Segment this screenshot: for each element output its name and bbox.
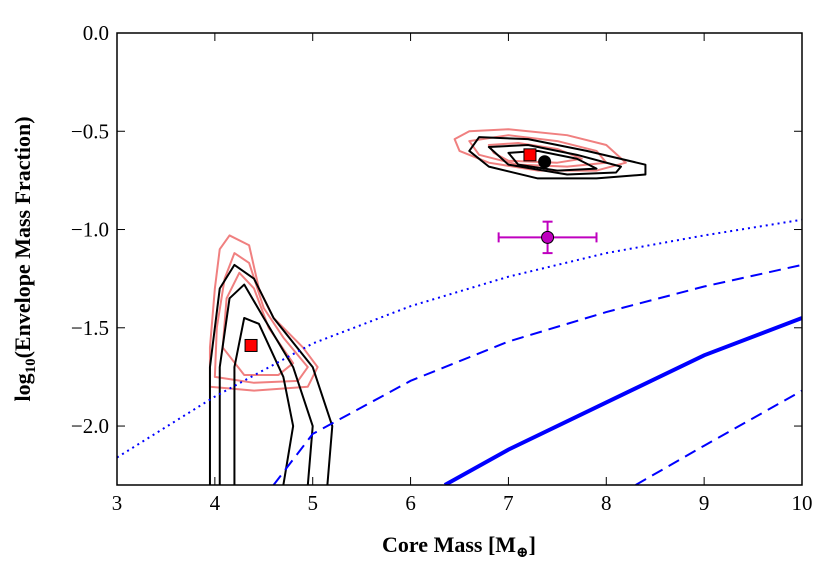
curve — [272, 263, 802, 485]
plot-layer — [117, 128, 802, 485]
x-tick-label: 5 — [307, 491, 318, 515]
x-label-sub: ⊕ — [516, 545, 529, 561]
x-tick-label: 10 — [792, 491, 813, 515]
marker — [244, 338, 258, 352]
x-tick-label: 8 — [601, 491, 612, 515]
contour — [507, 149, 598, 172]
y-tick-label: −1.0 — [71, 218, 109, 242]
x-tick-label: 9 — [699, 491, 710, 515]
y-tick-label: −0.5 — [71, 119, 109, 143]
x-tick-label: 7 — [503, 491, 514, 515]
contour — [221, 271, 295, 376]
curve — [117, 218, 802, 459]
x-tick-label: 3 — [112, 491, 123, 515]
curve — [443, 316, 802, 485]
y-label-sub: 10 — [23, 358, 39, 373]
contour — [487, 144, 622, 176]
contour — [218, 283, 314, 485]
y-tick-label: −1.5 — [71, 316, 109, 340]
y-tick-label: −2.0 — [71, 414, 109, 438]
point — [541, 230, 555, 244]
contour — [208, 263, 334, 485]
x-tick-label: 4 — [210, 491, 221, 515]
y-axis-label: log10(Envelope Mass Fraction) — [10, 116, 39, 401]
x-label-text: Core Mass [M — [382, 532, 516, 557]
contour — [468, 136, 647, 180]
marker — [538, 155, 552, 169]
plot-frame — [116, 32, 803, 486]
y-label-text: log — [10, 373, 35, 401]
x-tick-label: 6 — [405, 491, 416, 515]
x-axis-label: Core Mass [M⊕] — [382, 532, 536, 561]
y-tick-label: 0.0 — [83, 21, 109, 45]
x-label-text: ] — [529, 532, 536, 557]
y-label-text: (Envelope Mass Fraction) — [10, 116, 35, 358]
curve — [635, 389, 802, 485]
contour — [233, 316, 295, 485]
marker — [523, 148, 537, 162]
